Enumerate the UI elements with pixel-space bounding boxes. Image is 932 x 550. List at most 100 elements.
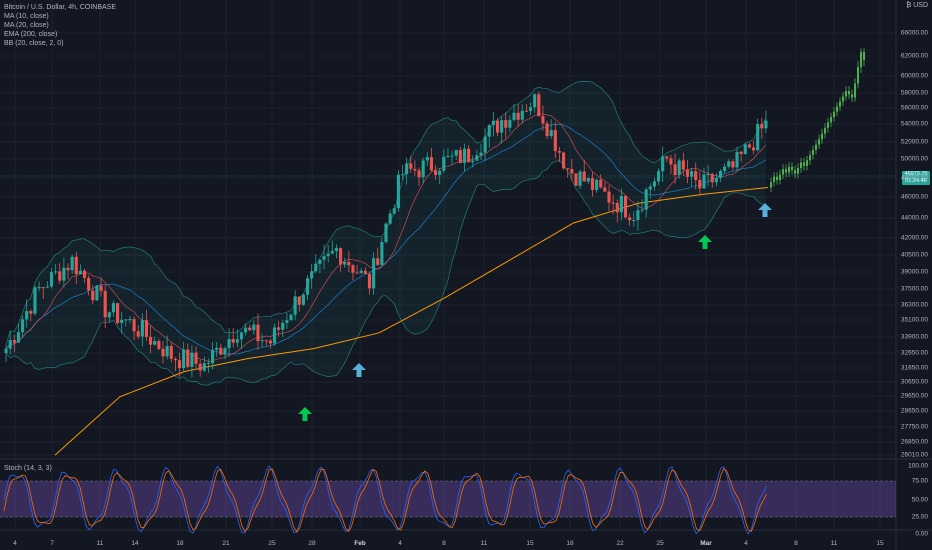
candle-body: [268, 340, 272, 344]
candle-body: [252, 324, 256, 331]
candle-body: [706, 174, 710, 176]
candle-body: [694, 171, 698, 180]
candle-body: [223, 348, 227, 355]
projection-bar: [827, 122, 829, 128]
candle-body: [557, 151, 562, 153]
candle-body: [528, 107, 533, 112]
time-tick: 18: [176, 540, 184, 547]
candle-body: [681, 160, 685, 170]
candle-body: [4, 348, 8, 353]
candle-body: [603, 187, 607, 192]
candle-body: [640, 209, 644, 211]
price-tick: 54000.00: [900, 120, 928, 128]
candle-body: [623, 195, 628, 218]
candle-body: [462, 148, 467, 164]
candle-body: [322, 256, 326, 260]
candle-body: [566, 168, 570, 170]
candle-body: [372, 258, 376, 289]
price-tick: 66000.00: [900, 29, 928, 37]
symbol-title[interactable]: Bitcoin / U.S. Dollar, 4h, COINBASE: [4, 4, 117, 11]
projection-bar: [839, 101, 841, 107]
projection-bar: [836, 106, 838, 112]
candle-body: [297, 296, 301, 305]
price-tick: 39000.00: [900, 268, 928, 276]
candle-body: [82, 270, 87, 278]
time-tick: 7: [50, 540, 54, 547]
price-tick: 26850.00: [900, 438, 928, 446]
up-arrow-icon: [352, 363, 366, 377]
up-arrow-icon: [758, 203, 772, 217]
candle-body: [305, 278, 310, 295]
candle-body: [739, 151, 743, 154]
candle-body: [570, 169, 574, 174]
candle-body: [760, 124, 764, 129]
indicator-ma10[interactable]: MA (10, close): [4, 13, 49, 20]
time-tick: 25: [268, 540, 276, 547]
price-tick: 56000.00: [900, 104, 928, 112]
candle-body: [388, 213, 392, 224]
projection-bar: [809, 155, 811, 161]
projection-bar: [788, 166, 790, 173]
candle-body: [595, 179, 599, 190]
indicator-bb[interactable]: BB (20, close, 2, 0): [4, 40, 64, 47]
time-tick: 8: [442, 540, 446, 547]
stoch-legend[interactable]: Stoch (14, 3, 3): [4, 465, 52, 472]
candle-body: [479, 152, 483, 156]
candle-body: [157, 341, 161, 349]
candle-body: [219, 347, 223, 355]
indicator-ema200[interactable]: EMA (200, close): [4, 31, 58, 38]
projection-bar: [812, 149, 814, 156]
price-tick: 36300.00: [900, 301, 928, 309]
bar-countdown: 01:24:46: [905, 178, 927, 184]
projection-bar: [833, 111, 835, 118]
candle-body: [710, 174, 714, 183]
price-tick: 46000.00: [900, 193, 928, 201]
candle-body: [747, 144, 751, 148]
candle-body: [326, 253, 330, 257]
candle-body: [136, 331, 140, 337]
candle-body: [599, 179, 603, 188]
candle-body: [743, 144, 747, 154]
candle-body: [756, 124, 760, 151]
candle-body: [70, 256, 74, 271]
projection-bar: [860, 51, 862, 68]
price-tick: 26010.00: [900, 451, 928, 459]
candle-body: [690, 171, 694, 177]
candle-body: [405, 163, 409, 175]
candle-body: [727, 161, 731, 167]
price-tick: 33900.00: [900, 333, 928, 341]
candle-body: [301, 294, 305, 305]
price-tick: 44000.00: [900, 214, 928, 222]
projection-bar: [803, 162, 805, 166]
candle-body: [512, 112, 516, 120]
candle-body: [339, 248, 343, 265]
candle-body: [611, 202, 615, 204]
time-tick: 4: [744, 540, 748, 547]
time-tick: 11: [830, 540, 838, 547]
candle-body: [202, 363, 206, 371]
candle-body: [632, 219, 636, 221]
candle-body: [256, 324, 260, 342]
ma10-line: [5, 113, 767, 362]
candle-body: [475, 155, 479, 161]
candle-body: [116, 303, 120, 324]
candle-body: [409, 163, 413, 169]
candle-body: [231, 339, 235, 343]
candle-body: [87, 277, 91, 291]
candle-body: [508, 119, 512, 128]
candle-body: [520, 110, 524, 120]
candle-body: [698, 179, 702, 189]
time-tick: Mar: [700, 540, 712, 547]
projection-bar: [797, 168, 799, 174]
candle-body: [285, 320, 289, 323]
candle-body: [661, 156, 665, 172]
candle-body: [41, 287, 45, 289]
candle-body: [248, 327, 252, 331]
candle-body: [735, 151, 739, 168]
candle-body: [723, 166, 727, 171]
indicator-ma20[interactable]: MA (20, close): [4, 22, 49, 29]
candle-body: [132, 319, 136, 332]
signal-arrows: [298, 203, 772, 421]
candle-body: [500, 120, 504, 133]
